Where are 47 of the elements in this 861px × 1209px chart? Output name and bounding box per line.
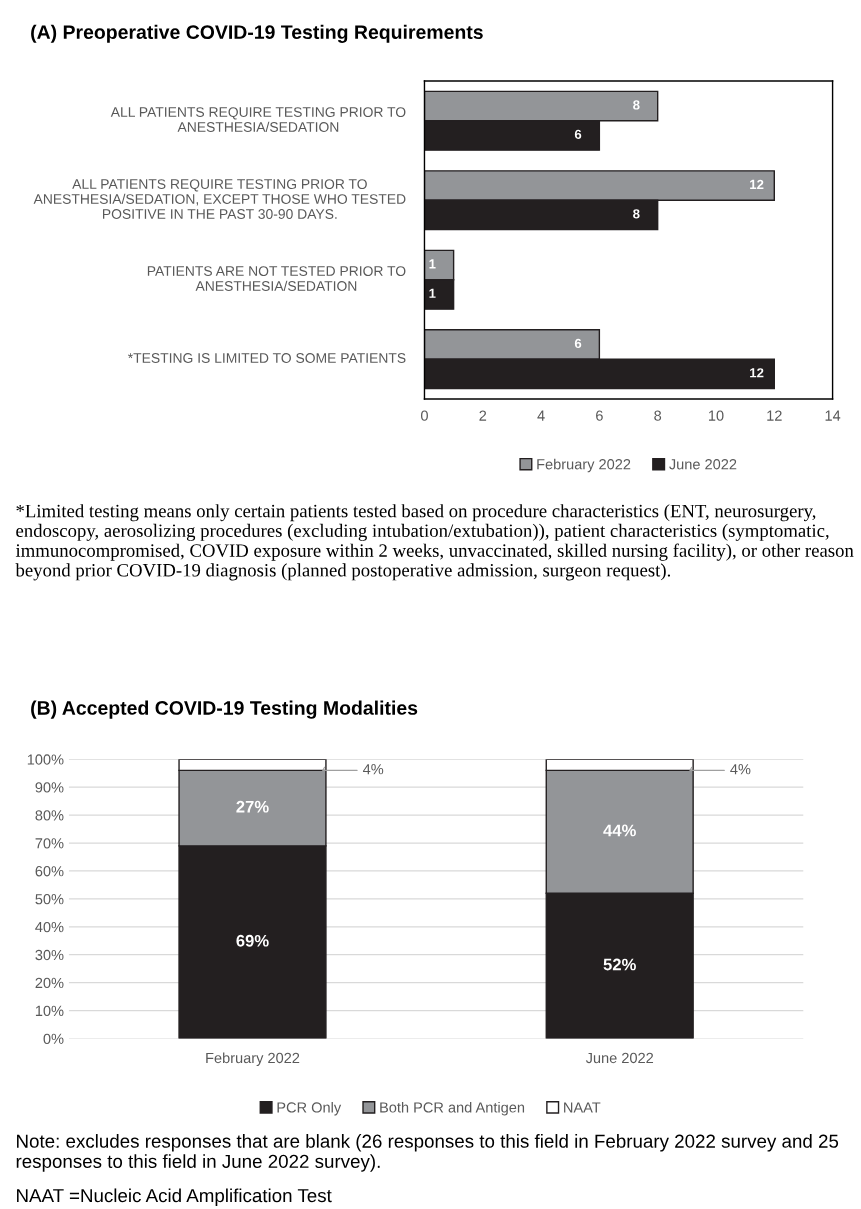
data-label: 1 [429, 288, 436, 298]
y-tick-label: 10% [35, 1005, 64, 1017]
legend-label: NAAT [564, 1102, 601, 1113]
y-tick-label: PATIENTS ARE NOT TESTED PRIOR TO ANESTHESIA/SEDATION [147, 266, 406, 291]
y-tick-label: 40% [35, 921, 64, 933]
data-label: 8 [633, 209, 640, 219]
y-tick-label: 90% [35, 782, 64, 793]
data-label: 1 [429, 259, 436, 269]
text: NAAT =Nucleic Acid Amplification Test [17, 1188, 332, 1206]
y-tick-label: 20% [35, 977, 64, 989]
y-tick-label: 70% [35, 838, 64, 849]
x-tick-label: 6 [596, 410, 603, 421]
y-tick-label: *TESTING IS LIMITED TO SOME PATIENTS [127, 353, 406, 363]
y-tick-label: 0% [43, 1033, 64, 1044]
y-tick-label: ALL PATIENTS REQUIRE TESTING PRIOR TO ANESTHESIA/SEDATION, EXCEPT THOSE WHO TESTED POSITIVE IN THE PAST 30-90 DAYS. [33, 179, 406, 219]
data-label: 52% [603, 958, 636, 971]
y-tick-label: ALL PATIENTS REQUIRE TESTING PRIOR TO ANESTHESIA/SEDATION [110, 107, 406, 132]
y-tick-label: 80% [35, 810, 64, 821]
legend-label: February 2022 [537, 458, 631, 473]
y-tick-label: 50% [35, 893, 64, 905]
x-tick-label: 10 [708, 410, 724, 421]
x-tick-label: 14 [825, 410, 841, 421]
text: *Limited testing means only certain patients tested based on procedure characteristics (ENT, neurosurgery, endoscopy, aerosolizing procedures (excluding intubation/extubation)), patient characteristics (symptomatic, immunocompromised, COVID exposure within 2 weeks, unvaccinated, skilled nursing facility), or other reason beyond prior COVID-19 diagnosis (planned postoperative admission, surgeon request). [15, 504, 854, 581]
data-label: 27% [236, 800, 269, 813]
text: Note: excludes responses that are blank (26 responses to this field in February 2022 survey and 25 responses to this field in June 2022 survey). [16, 1134, 839, 1172]
legend-label: Both PCR and Antigen [380, 1101, 525, 1116]
y-tick-label: 30% [35, 949, 64, 961]
legend-label: PCR Only [277, 1101, 342, 1116]
data-label: 44% [603, 824, 636, 837]
data-label: 6 [574, 129, 582, 139]
data-label: 69% [236, 934, 269, 947]
data-label: 4% [362, 764, 384, 775]
x-tick-label: 12 [767, 410, 782, 421]
y-tick-label: 60% [35, 866, 64, 877]
legend-label: June 2022 [669, 459, 737, 470]
data-label: 12 [750, 179, 764, 189]
data-label: 4% [730, 764, 751, 775]
y-tick-label: 100% [27, 754, 64, 765]
x-tick-label: 4 [537, 410, 545, 421]
text: (A) Preoperative COVID-19 Testing Requirements [31, 24, 483, 43]
x-tick-label: 8 [654, 410, 662, 421]
chart-title: (B) Accepted COVID-19 Testing Modalities [31, 700, 418, 719]
data-label: 8 [633, 100, 640, 110]
x-tick-label: 0 [420, 410, 428, 421]
x-tick-label: 2 [479, 410, 487, 421]
data-label: 6 [574, 338, 582, 349]
data-label: 12 [750, 368, 764, 378]
